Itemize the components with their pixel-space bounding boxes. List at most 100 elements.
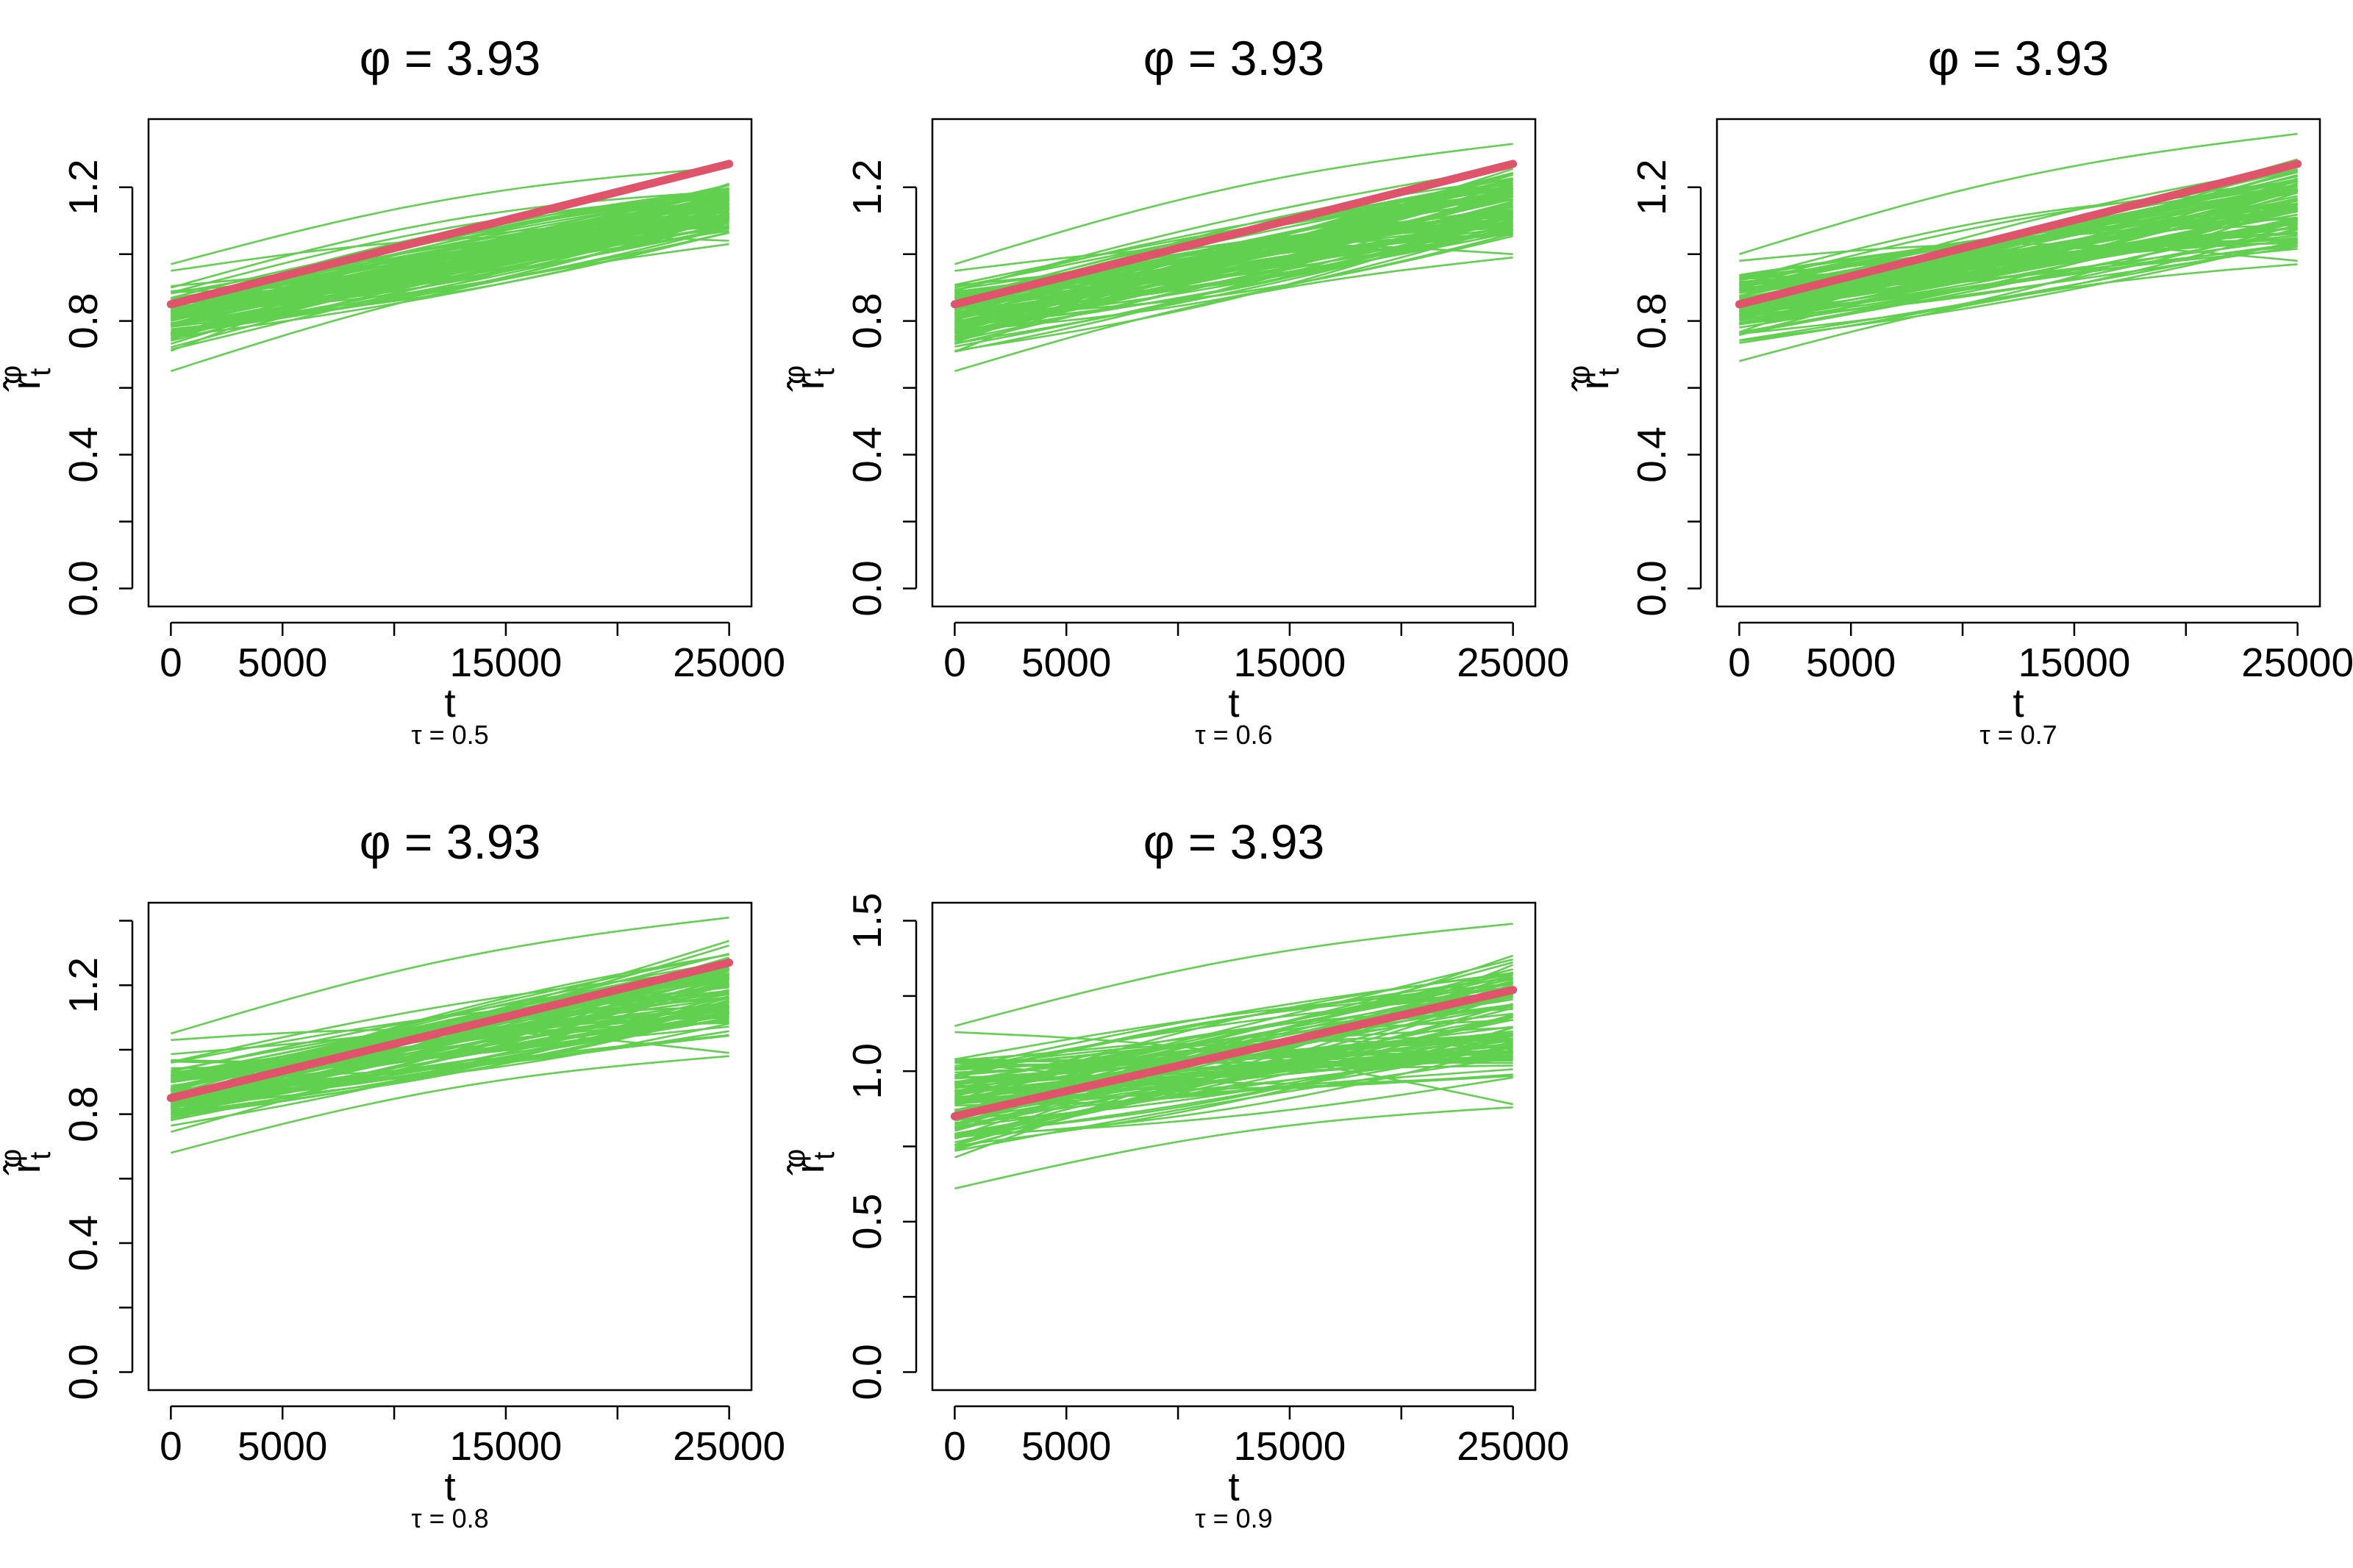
simulated-curve (1739, 188, 2298, 291)
simulated-curve-outlier (954, 1106, 1513, 1190)
y-tick-label: 0.4 (844, 426, 890, 482)
simulated-curve-outlier (1739, 263, 2298, 362)
simulated-curve (171, 183, 729, 336)
x-tick-label: 0 (943, 640, 966, 685)
panel-title: φ = 3.93 (360, 31, 540, 85)
simulated-curve (954, 171, 1513, 341)
simulated-curve (1739, 246, 2298, 326)
plot-frame (147, 118, 753, 608)
truth-line (950, 160, 1518, 309)
y-tick-label: 0.0 (844, 560, 890, 616)
simulated-curve (954, 221, 1513, 312)
simulated-curve-outlier (171, 916, 729, 1035)
y-axis-label: r̂tφ (779, 1149, 840, 1175)
x-tick-label: 15000 (449, 640, 562, 685)
x-tick-label: 15000 (1233, 1423, 1346, 1469)
simulated-curve (171, 226, 729, 313)
y-tick-label: 0.8 (60, 293, 106, 348)
simulated-curve (954, 165, 1513, 293)
simulated-curve (954, 973, 1513, 1070)
simulated-curves (1738, 132, 2299, 362)
simulated-curve (171, 214, 729, 331)
simulated-curve (954, 1039, 1513, 1140)
plot-frame (931, 118, 1537, 608)
simulated-curve (954, 1037, 1513, 1138)
panel-subtitle: τ = 0.5 (411, 720, 488, 750)
plot-frame (1715, 118, 2321, 608)
panel-title: φ = 3.93 (1928, 31, 2109, 85)
simulated-curve (1739, 190, 2298, 281)
panel-subtitle: τ = 0.8 (411, 1503, 488, 1533)
simulated-curve-outlier (954, 257, 1513, 373)
truth-line (166, 160, 734, 309)
x-tick-label: 0 (943, 1423, 966, 1469)
simulated-curve-outlier (954, 243, 1513, 272)
y-label-subscript: t (24, 368, 57, 376)
y-label-base: r̂ (786, 376, 832, 392)
x-tick-label: 25000 (2241, 640, 2353, 685)
plot-frame (931, 901, 1537, 1392)
x-tick-label: 0 (160, 640, 182, 685)
x-tick-label: 25000 (673, 1423, 785, 1469)
simulated-curve (954, 987, 1513, 1104)
plot-frame (147, 901, 753, 1392)
simulated-curve-outlier (954, 143, 1513, 265)
x-tick-label: 25000 (1457, 640, 1569, 685)
y-tick-label: 1.0 (844, 1043, 890, 1099)
truth-line (1735, 160, 2302, 309)
panel-title: φ = 3.93 (360, 815, 540, 869)
simulated-curve (954, 218, 1513, 317)
x-axis-label: t (444, 680, 455, 726)
x-tick-label: 5000 (238, 640, 327, 685)
simulated-curve (171, 983, 729, 1116)
y-label-superscript: φ (779, 365, 811, 384)
y-tick-label: 0.8 (60, 1086, 106, 1142)
simulated-curve (1739, 207, 2298, 318)
simulated-curve (954, 1051, 1513, 1135)
y-tick-label: 0.0 (844, 1344, 890, 1400)
simulated-curve (1739, 199, 2298, 334)
simulated-curve-outlier (171, 1055, 729, 1154)
y-label-subscript: t (808, 1152, 840, 1160)
simulated-curves (954, 143, 1514, 373)
simulated-curve (1739, 190, 2298, 307)
y-tick-label: 0.8 (1629, 293, 1674, 348)
y-label-subscript: t (808, 368, 840, 376)
simulated-curve (954, 190, 1513, 310)
x-tick-label: 15000 (1233, 640, 1346, 685)
simulated-curve (954, 224, 1513, 332)
simulated-curve (171, 195, 729, 314)
panel-title: φ = 3.93 (1143, 815, 1324, 869)
y-tick-label: 0.0 (60, 1344, 106, 1400)
x-tick-label: 15000 (449, 1423, 562, 1469)
simulated-curve (171, 977, 730, 1127)
truth-line (950, 986, 1518, 1121)
panel-subtitle: τ = 0.7 (1979, 720, 2057, 750)
simulated-curve (171, 232, 729, 339)
simulated-curve (171, 1018, 729, 1104)
x-tick-label: 15000 (2018, 640, 2130, 685)
y-label-base: r̂ (2, 376, 49, 392)
y-tick-label: 0.4 (60, 426, 106, 482)
simulated-curve (171, 966, 729, 1101)
truth-line (166, 959, 734, 1103)
y-label-subscript: t (1593, 368, 1625, 376)
simulated-curve (171, 198, 729, 351)
x-axis-label: t (1228, 1464, 1239, 1509)
simulated-curve (1739, 191, 2298, 317)
y-tick-label: 1.5 (844, 892, 890, 948)
x-axis-label: t (444, 1464, 455, 1509)
x-tick-label: 0 (1728, 640, 1751, 685)
simulated-curve (171, 1034, 729, 1095)
y-axis-label: r̂tφ (0, 1149, 57, 1175)
simulated-curve (954, 209, 1513, 323)
simulated-curve (171, 1012, 729, 1109)
y-tick-label: 1.2 (844, 160, 890, 215)
y-tick-label: 0.0 (60, 560, 106, 616)
y-axis-label: r̂tφ (0, 365, 57, 392)
simulated-curve (954, 988, 1513, 1096)
